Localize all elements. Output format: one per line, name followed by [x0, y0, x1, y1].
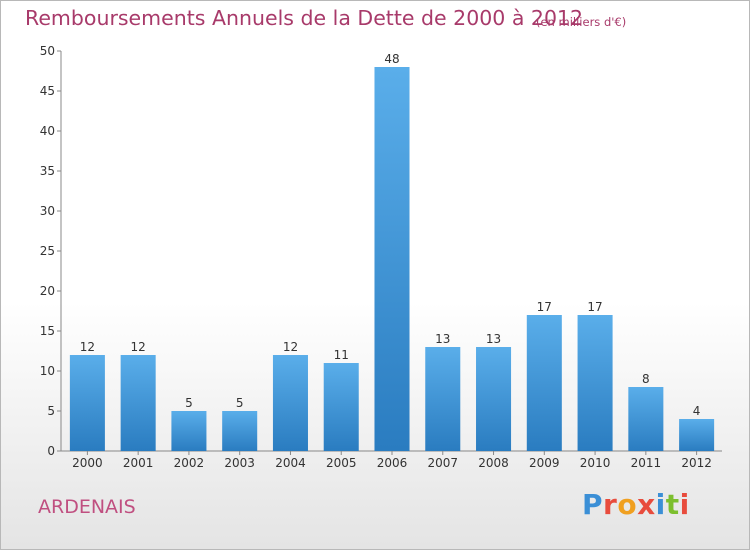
logo-letter: t	[665, 488, 680, 521]
bar-2007	[425, 347, 461, 451]
bar-2003	[222, 411, 258, 451]
x-tick-label: 2003	[224, 456, 255, 470]
bars	[69, 67, 715, 451]
y-tick-label: 5	[47, 404, 55, 418]
x-tick-label: 2002	[174, 456, 205, 470]
y-tick-label: 20	[40, 284, 55, 298]
y-tick-label: 40	[40, 124, 55, 138]
logo-letter: x	[637, 488, 656, 521]
bar-2001	[120, 355, 156, 451]
x-tick-label: 2005	[326, 456, 357, 470]
y-tick-label: 0	[47, 444, 55, 458]
data-labels: 12 12 5 5 12 11 48 13 13 17 17 8 4	[80, 52, 701, 418]
bar-2009	[526, 315, 562, 451]
y-tick-label: 45	[40, 84, 55, 98]
bar-2010	[577, 315, 613, 451]
data-label: 5	[236, 396, 244, 410]
logo-letter: P	[582, 488, 604, 521]
logo-letter: r	[603, 488, 618, 521]
y-tick-label: 10	[40, 364, 55, 378]
bar-2000	[69, 355, 105, 451]
data-label: 12	[80, 340, 95, 354]
data-label: 11	[334, 348, 349, 362]
unit-note: (en milliers d'€)	[536, 15, 627, 29]
y-tick-label: 30	[40, 204, 55, 218]
bar-2012	[679, 419, 715, 451]
data-label: 17	[537, 300, 552, 314]
x-tick-label: 2007	[427, 456, 458, 470]
data-label: 48	[384, 52, 399, 66]
data-label: 4	[693, 404, 701, 418]
logo-letter: i	[679, 488, 690, 521]
logo-letter: o	[617, 488, 638, 521]
y-tick-label: 15	[40, 324, 55, 338]
data-label: 17	[587, 300, 602, 314]
location-name: ARDENAIS	[38, 496, 136, 518]
x-tick-label: 2000	[72, 456, 103, 470]
data-label: 8	[642, 372, 650, 386]
data-label: 12	[131, 340, 146, 354]
bar-2011	[628, 387, 664, 451]
data-label: 12	[283, 340, 298, 354]
data-label: 5	[185, 396, 193, 410]
logo-letter: i	[655, 488, 666, 521]
bar-2002	[171, 411, 207, 451]
data-label: 13	[435, 332, 450, 346]
bar-2008	[476, 347, 512, 451]
x-tick-label: 2008	[478, 456, 509, 470]
x-tick-label: 2010	[580, 456, 611, 470]
y-tick-label: 35	[40, 164, 55, 178]
x-tick-label: 2011	[631, 456, 662, 470]
x-tick-label: 2006	[377, 456, 408, 470]
x-tick-label: 2009	[529, 456, 560, 470]
y-tick-label: 25	[40, 244, 55, 258]
bar-2005	[323, 363, 359, 451]
bar-2004	[272, 355, 308, 451]
x-tick-label: 2004	[275, 456, 306, 470]
proxiti-logo: Proxiti	[582, 488, 690, 521]
bar-2006	[374, 67, 410, 451]
chart-title: Remboursements Annuels de la Dette de 20…	[25, 6, 584, 30]
x-tick-label: 2012	[681, 456, 712, 470]
x-tick-label: 2001	[123, 456, 154, 470]
data-label: 13	[486, 332, 501, 346]
y-tick-label: 50	[40, 44, 55, 58]
